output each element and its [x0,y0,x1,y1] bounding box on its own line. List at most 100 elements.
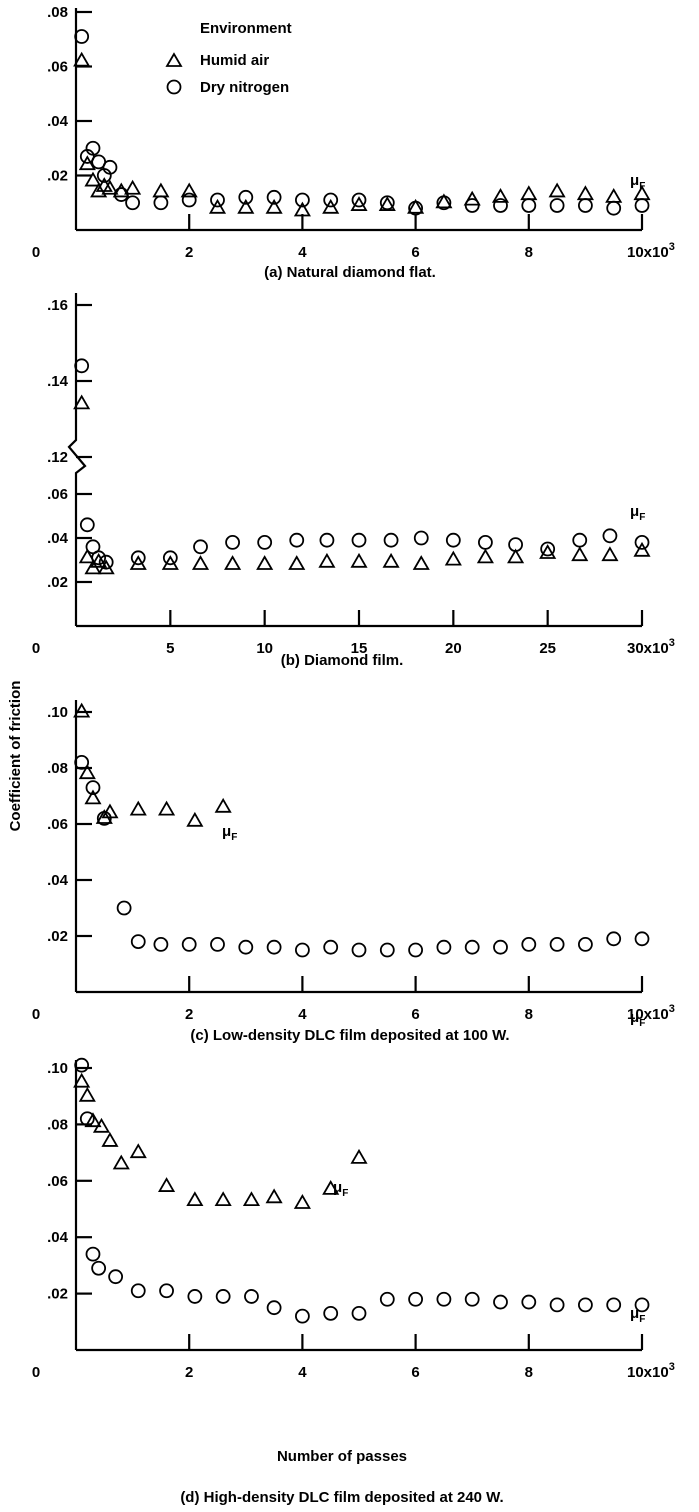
mu-f-label: μF [630,172,645,192]
series-dry-nitrogen [74,755,650,958]
data-point-circle [98,554,114,570]
data-point-circle [210,937,225,952]
data-point-circle [266,1300,282,1316]
data-point-circle [549,1297,565,1313]
data-point-circle [379,195,395,211]
y-tick-label: .02 [47,928,68,945]
x-tick-label: 25 [539,640,556,657]
y-tick-label: .12 [47,449,68,466]
y-axis-label: Coefficient of friction [7,681,24,832]
data-point-triangle [491,187,510,203]
data-point-circle [85,140,101,156]
x-tick-label: 15 [351,640,368,657]
x-tick-label: 10 [256,640,273,657]
x-axis-multiplier: 10x103 [627,241,675,261]
y-tick-label: .10 [47,704,68,721]
y-tick-label: .02 [47,168,68,185]
data-point-circle [413,530,429,546]
data-point-circle [464,1291,480,1307]
data-point-triangle [90,552,108,568]
panel-caption: (b) Diamond film. [281,652,404,669]
chart-panel-c: .02 .04 .06 .08 .10 0 2 4 6 8 10x103 (c) Low-densit… [32,700,675,1044]
data-point-circle [294,942,310,958]
x-tick-label: 8 [525,244,533,261]
data-point-triangle [73,1072,91,1088]
panel-caption: (d) High-density DLC film deposited at 2… [180,1489,503,1506]
data-point-circle [436,195,452,211]
data-point-circle [408,200,424,216]
data-point-triangle [101,1131,119,1147]
y-tick-label: .08 [47,1116,68,1133]
data-point-circle [162,550,178,566]
x-axis-multiplier-exponent: 3 [669,1003,675,1015]
data-point-circle [493,939,508,955]
y-tick-label: .04 [47,113,69,130]
data-point-triangle [214,797,232,813]
y-tick-label: .16 [47,297,68,314]
x-tick-label: 4 [298,244,307,261]
y-axis-line-broken [67,293,87,626]
data-point-circle [130,550,146,566]
data-point-circle [493,198,508,213]
x-tick-label: 0 [32,1364,40,1381]
legend-label: Humid air [200,52,269,69]
series-humid-air [73,51,651,217]
data-point-circle [79,517,95,533]
series-humid-air [73,702,232,827]
data-point-triangle [242,1191,261,1207]
data-point-triangle [539,544,557,559]
data-point-circle [257,535,273,550]
data-point-circle [521,1294,537,1310]
data-point-circle [91,550,107,566]
data-point-circle [85,780,101,795]
x-axis-multiplier: 10x103 [627,1003,675,1023]
x-axis-multiplier-exponent: 3 [669,637,675,649]
data-point-circle [187,1289,203,1304]
data-point-triangle [112,1154,130,1170]
data-point-circle [130,1283,146,1299]
data-point-triangle [73,394,91,410]
data-point-circle [210,192,225,208]
data-point-triangle [78,155,96,171]
mu-subscript: F [231,832,237,843]
data-point-triangle [78,548,96,564]
chart-panel-b: .02 .04 .06 .12 .14 .16 0 5 10 15 20 25 30x103 μF (b) … [32,293,675,669]
data-point-circle [130,934,146,949]
data-point-triangle [186,811,204,827]
y-tick-label: .08 [47,760,68,777]
data-point-triangle [265,1188,283,1204]
data-point-triangle [129,800,147,816]
x-axis-multiplier-exponent: 3 [669,241,675,253]
x-tick-label: 2 [185,1364,193,1381]
legend-item-dry-nitrogen: Dry nitrogen [166,79,289,96]
data-point-triangle [293,201,311,217]
y-tick-label: .08 [47,4,68,21]
data-point-triangle [435,193,453,209]
x-tick-label: 5 [166,640,174,657]
data-point-triangle [576,185,594,201]
data-point-circle [96,811,112,826]
mu-f-label: μF [222,823,237,843]
data-point-circle [351,532,367,548]
data-point-triangle [101,179,119,195]
data-point-triangle [463,190,481,206]
data-point-circle [116,900,132,916]
data-point-circle [74,755,90,770]
data-point-triangle [350,196,368,211]
data-point-circle [74,1057,90,1073]
data-point-circle [225,535,240,550]
data-point-triangle [407,198,425,214]
mu-subscript: F [342,1188,348,1199]
data-point-triangle [78,1086,96,1102]
data-point-triangle [129,1143,147,1159]
series-humid-air [73,1072,368,1209]
series-dry-nitrogen [74,358,650,570]
data-point-circle [634,1297,650,1313]
x-tick-label: 0 [32,640,40,657]
y-tick-label: .06 [47,816,68,833]
data-point-triangle [73,51,91,67]
mu-subscript: F [639,1018,645,1029]
data-point-circle [74,358,90,374]
x-tick-label: 2 [185,1006,193,1023]
